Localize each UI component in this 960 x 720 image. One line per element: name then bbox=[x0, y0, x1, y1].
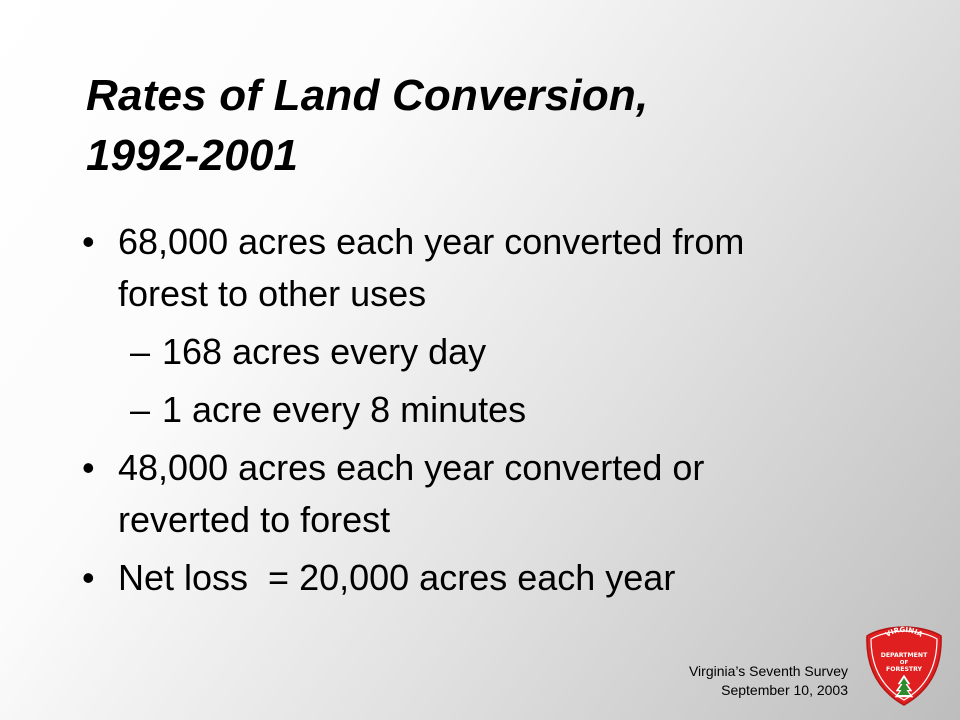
bullet-text-line-2: forest to other uses bbox=[118, 273, 427, 314]
bullet-text-line-1: 68,000 acres each year converted from bbox=[118, 221, 745, 262]
bullet-text: Net loss = 20,000 acres each year bbox=[118, 557, 676, 598]
logo-text-mid-1: DEPARTMENT bbox=[881, 652, 928, 659]
sub-bullet-text: 168 acres every day bbox=[162, 331, 487, 372]
footer: Virginia’s Seventh Survey September 10, … bbox=[689, 662, 848, 700]
bullet-item-net-loss: • Net loss = 20,000 acres each year bbox=[82, 552, 902, 604]
footer-date: September 10, 2003 bbox=[721, 682, 848, 698]
slide-title-line-1: Rates of Land Conversion, bbox=[86, 71, 649, 120]
sub-bullet-item-every-day: – 168 acres every day bbox=[82, 326, 902, 378]
logo-text-bottom: FORESTRY bbox=[886, 666, 923, 673]
logo-text-mid-2: OF bbox=[900, 660, 909, 666]
bullet-item-conversion-to-forest: • 48,000 acres each year converted or re… bbox=[82, 442, 902, 546]
slide-title: Rates of Land Conversion, 1992-2001 bbox=[86, 66, 648, 186]
bullet-marker: • bbox=[82, 557, 95, 598]
sub-bullet-item-every-8-minutes: – 1 acre every 8 minutes bbox=[82, 384, 902, 436]
bullet-text-line-2: reverted to forest bbox=[118, 499, 391, 540]
bullet-item-conversion-from-forest: • 68,000 acres each year converted from … bbox=[82, 216, 902, 320]
dash-marker: – bbox=[130, 389, 151, 430]
sub-bullet-text: 1 acre every 8 minutes bbox=[162, 389, 527, 430]
dash-marker: – bbox=[130, 331, 151, 372]
virginia-forestry-shield-icon: VIRGINIA DEPARTMENT OF FORESTRY bbox=[866, 626, 942, 706]
slide-title-line-2: 1992-2001 bbox=[86, 131, 299, 180]
bullet-list: • 68,000 acres each year converted from … bbox=[82, 216, 902, 610]
footer-survey-name: Virginia’s Seventh Survey bbox=[688, 663, 848, 679]
bullet-marker: • bbox=[82, 221, 95, 262]
bullet-text-line-1: 48,000 acres each year converted or bbox=[118, 447, 705, 488]
bullet-marker: • bbox=[82, 447, 95, 488]
